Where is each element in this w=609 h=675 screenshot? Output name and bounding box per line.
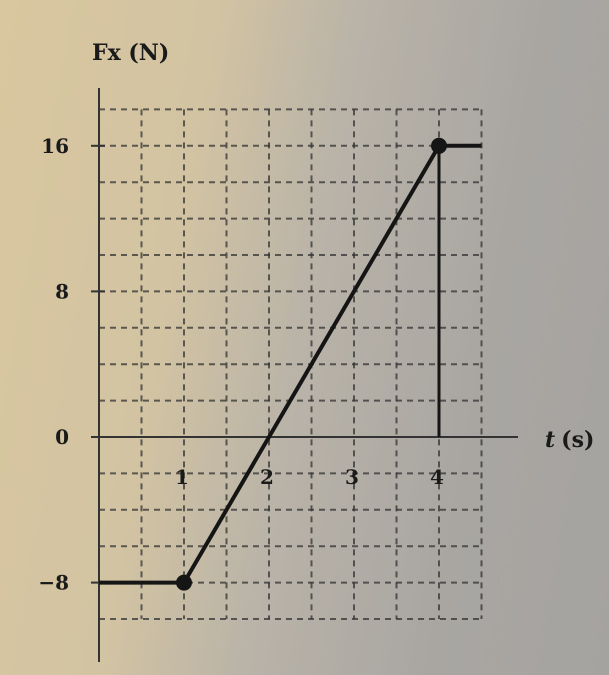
series <box>99 137 482 591</box>
grid <box>98 108 483 620</box>
x-tick-label: 3 <box>345 465 359 489</box>
data-point <box>431 137 447 154</box>
y-tick-label: 16 <box>41 134 69 158</box>
axes <box>91 88 518 662</box>
x-axis-label: t (s) <box>545 427 594 453</box>
force-line <box>99 143 482 585</box>
x-tick-label: 2 <box>260 465 274 489</box>
y-tick-label: 0 <box>55 425 69 449</box>
y-tick-label: −8 <box>38 571 69 595</box>
tick-labels: 16 8 0 −8 1 2 3 4 <box>38 134 444 595</box>
x-tick-label: 4 <box>430 465 444 489</box>
x-tick-label: 1 <box>175 465 189 489</box>
y-tick-label: 8 <box>55 279 69 303</box>
y-axis-label: Fx (N) <box>92 40 169 66</box>
data-point <box>176 574 192 591</box>
